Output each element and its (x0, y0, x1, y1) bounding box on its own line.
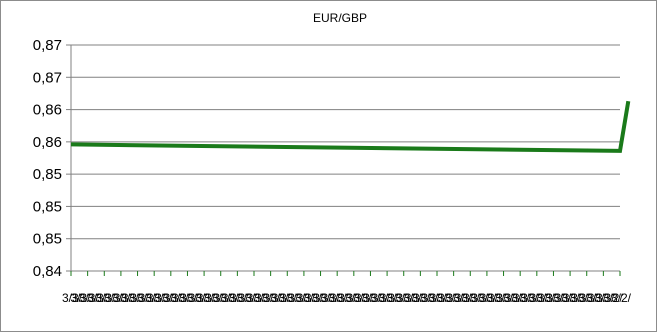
x-tick-label: 3/3/ (345, 291, 366, 305)
series-line-0 (70, 100, 631, 153)
x-tick-label: 3/3/ (553, 291, 574, 305)
y-tick-label: 0,86 (33, 134, 62, 151)
x-tick-label: 3/3/ (428, 291, 449, 305)
y-tick-label: 0,86 (33, 102, 62, 119)
x-tick-label: 3/3/ (170, 291, 191, 305)
x-tick-label: 3/3/ (578, 291, 599, 305)
x-tick-label: 3/3/ (320, 291, 341, 305)
x-tick-label: 3/3/ (262, 291, 283, 305)
x-tick-label: 3/3/ (203, 291, 224, 305)
x-tick-label: 3/3/ (87, 291, 108, 305)
x-tick-label: 3/3/ (70, 291, 91, 305)
x-tick-label: 3/3/ (112, 291, 133, 305)
x-tick-label: 3/3/ (270, 291, 291, 305)
y-tick-label: 0,85 (33, 231, 62, 248)
x-tick-label: 3/3/ (187, 291, 208, 305)
x-tick-label: 3/3/ (178, 291, 199, 305)
y-tick-label: 0,87 (33, 69, 62, 86)
x-tick-label: 3/2/ (603, 291, 624, 305)
y-tick-label: 0,87 (33, 37, 62, 54)
x-tick-label: 3/3/ (245, 291, 266, 305)
x-tick-label: 3/3/ (62, 291, 83, 305)
x-tick-label: 3/3/ (561, 291, 582, 305)
x-tick-label: 3/3/ (237, 291, 258, 305)
y-axis-tick-labels: 0,84 0,85 0,85 0,85 0,86 0,86 0,87 0,87 (33, 37, 62, 280)
x-tick-label: 3/3/ (470, 291, 491, 305)
series-layer (70, 100, 631, 153)
x-tick-label: 3/3/ (295, 291, 316, 305)
x-tick-label: 3/3/ (403, 291, 424, 305)
x-tick-label: 3/3/ (569, 291, 590, 305)
x-tick-label: 3/3/ (137, 291, 158, 305)
x-tick-label: 3/3/ (495, 291, 516, 305)
x-tick-label: 3/3/ (586, 291, 607, 305)
gridlines (71, 44, 620, 240)
x-tick-label: 3/3/ (328, 291, 349, 305)
x-tick-label: 3/3/ (486, 291, 507, 305)
x-tick-label: 3/3/ (278, 291, 299, 305)
x-tick-label: 3/3/ (453, 291, 474, 305)
x-tick-label: 3/3/ (436, 291, 457, 305)
x-tick-label: 3/3/ (303, 291, 324, 305)
x-tick-label: 3/3/ (195, 291, 216, 305)
x-tick-label: 3/3/ (253, 291, 274, 305)
x-tick-label: 3/3/ (129, 291, 150, 305)
x-tick-label: 3/3/ (228, 291, 249, 305)
x-tick-label: 3/3/ (386, 291, 407, 305)
x-tick-label: 3/3/ (95, 291, 116, 305)
x-tick-label: 3/3/ (594, 291, 615, 305)
x-tick-label: 3/3/ (511, 291, 532, 305)
x-axis-tick-labels: 3/3/3/3/3/3/3/3/3/3/3/3/3/3/3/3/3/3/3/3/… (62, 291, 632, 305)
y-tick-label: 0,84 (33, 263, 62, 280)
x-tick-label: 3/3/ (445, 291, 466, 305)
x-tick-label: 3/3/ (337, 291, 358, 305)
x-tick-label: 3/3/ (370, 291, 391, 305)
x-tick-label: 3/3/ (411, 291, 432, 305)
x-tick-label: 3/3/ (420, 291, 441, 305)
x-tick-label: 3/3/ (528, 291, 549, 305)
y-tick-label: 0,85 (33, 166, 62, 183)
x-tick-label: 3/3/ (353, 291, 374, 305)
x-tick-label: 3/3/ (544, 291, 565, 305)
x-tick-label: 3/3/ (104, 291, 125, 305)
axes (66, 44, 621, 276)
y-tick-label: 0,85 (33, 198, 62, 215)
x-tick-label: 3/3/ (536, 291, 557, 305)
x-tick-label: 3/3/ (212, 291, 233, 305)
x-tick-label: 3/3/ (145, 291, 166, 305)
chart-title: EUR/GBP (313, 11, 367, 25)
x-tick-label: 3/3/ (154, 291, 175, 305)
x-tick-label: 3/3/ (478, 291, 499, 305)
x-tick-label: 3/3/ (395, 291, 416, 305)
x-tick-label: 3/3/ (312, 291, 333, 305)
x-tick-label: 3/3/ (461, 291, 482, 305)
x-tick-label: 3/3/ (503, 291, 524, 305)
x-tick-label: 3/3/ (378, 291, 399, 305)
x-tick-label: 3/3/ (520, 291, 541, 305)
x-tick-label: 3/3/ (220, 291, 241, 305)
x-tick-label: 3/3/ (162, 291, 183, 305)
x-tick-label: 3/3/ (120, 291, 141, 305)
x-tick-label: 3/2/ (611, 291, 632, 305)
x-tick-label: 3/3/ (79, 291, 100, 305)
x-tick-label: 3/3/ (361, 291, 382, 305)
x-tick-label: 3/3/ (287, 291, 308, 305)
